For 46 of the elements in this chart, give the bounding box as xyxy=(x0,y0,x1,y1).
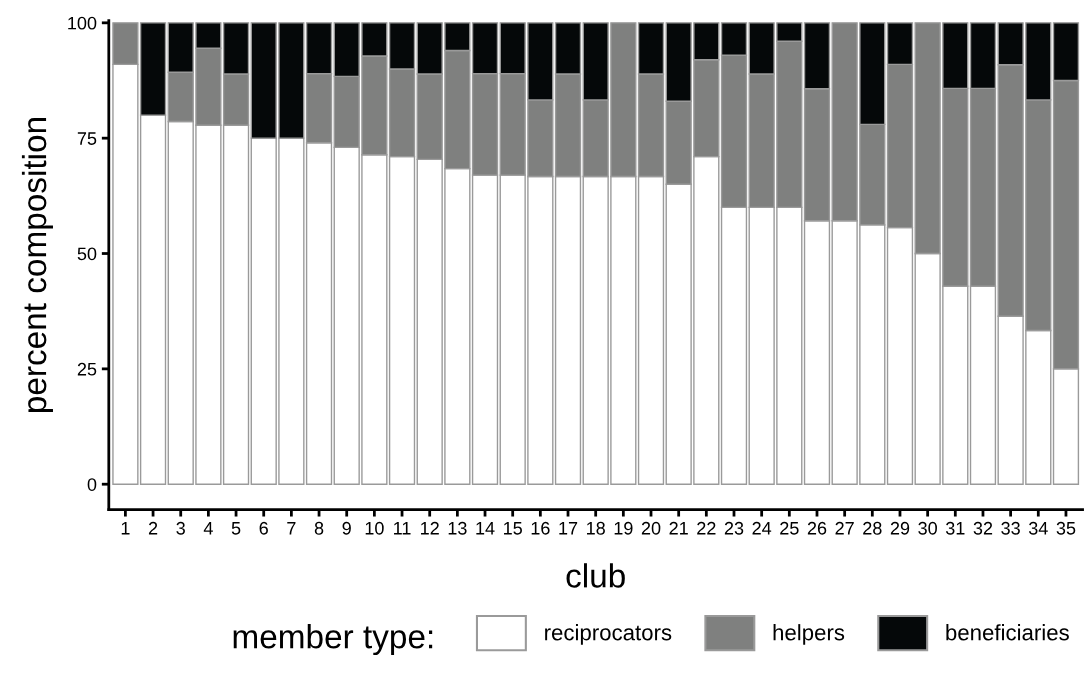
x-tick-label: 29 xyxy=(890,521,910,535)
x-tick-label: 9 xyxy=(342,521,351,535)
x-tick-label: 14 xyxy=(476,522,495,535)
x-tick-label: 8 xyxy=(314,521,324,535)
x-tick-label: 33 xyxy=(1001,521,1020,535)
x-tick-label: 23 xyxy=(724,521,744,535)
y-tick-label: 75 xyxy=(77,132,97,145)
x-tick-label: 1 xyxy=(121,522,130,535)
x-tick-label: 7 xyxy=(287,522,296,535)
y-axis-title: percent composition xyxy=(21,118,53,413)
x-tick-label: 27 xyxy=(835,521,854,535)
x-tick-label: 6 xyxy=(259,521,268,535)
x-tick-label: 18 xyxy=(587,521,605,535)
y-tick-label: 50 xyxy=(77,247,97,261)
x-tick-label: 3 xyxy=(176,521,185,535)
x-tick-label: 26 xyxy=(807,521,827,535)
x-tick-label: 24 xyxy=(752,521,772,535)
legend-label: helpers xyxy=(773,624,845,645)
legend-label: beneficiaries xyxy=(946,624,1069,641)
x-tick-label: 10 xyxy=(365,521,384,535)
legend-label: reciprocators xyxy=(545,624,672,645)
legend-title: member type: xyxy=(233,624,433,656)
x-tick-label: 17 xyxy=(559,522,578,535)
x-tick-label: 13 xyxy=(448,521,467,535)
y-tick-label: 25 xyxy=(77,362,97,376)
x-tick-label: 15 xyxy=(504,522,522,535)
x-tick-label: 19 xyxy=(614,521,633,535)
x-tick-label: 28 xyxy=(863,521,882,535)
x-tick-label: 35 xyxy=(1056,521,1076,535)
x-tick-label: 21 xyxy=(669,521,688,535)
y-tick-label: 0 xyxy=(87,478,97,491)
x-tick-label: 20 xyxy=(641,521,661,535)
x-tick-label: 16 xyxy=(531,521,550,535)
x-tick-label: 11 xyxy=(394,522,411,535)
x-axis-title: club xyxy=(566,563,625,588)
x-tick-label: 25 xyxy=(780,521,799,535)
x-tick-label: 4 xyxy=(203,522,213,535)
x-tick-label: 31 xyxy=(945,521,965,535)
x-tick-label: 5 xyxy=(231,522,241,535)
x-tick-label: 2 xyxy=(148,521,158,535)
x-tick-label: 32 xyxy=(973,521,993,535)
x-tick-label: 22 xyxy=(697,521,716,535)
y-tick-label: 100 xyxy=(68,16,97,30)
x-tick-label: 12 xyxy=(421,521,439,535)
x-tick-label: 34 xyxy=(1028,521,1048,535)
x-tick-label: 30 xyxy=(918,521,937,535)
